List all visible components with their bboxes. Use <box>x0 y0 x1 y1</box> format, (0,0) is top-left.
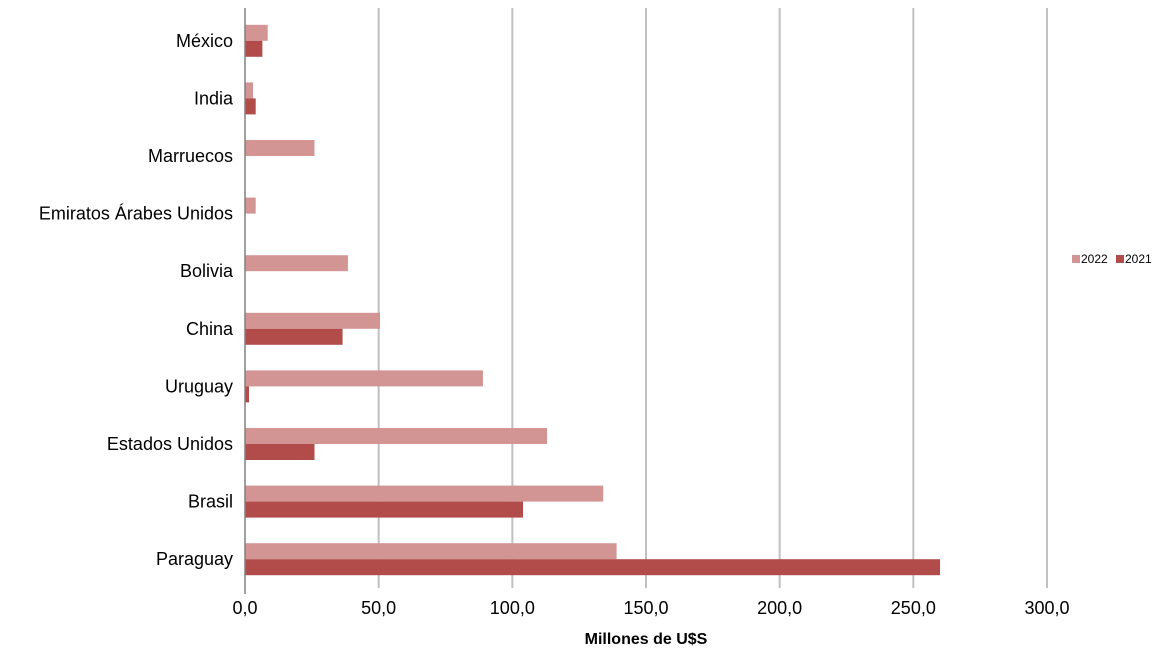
bar-2021 <box>245 559 941 576</box>
x-tick-label: 0,0 <box>232 598 257 618</box>
category-label: México <box>176 31 233 51</box>
bar-2021 <box>245 501 524 518</box>
category-label: Paraguay <box>156 549 233 569</box>
bar-2022 <box>245 24 268 41</box>
bar-2022 <box>245 82 254 99</box>
bar-2022 <box>245 370 483 387</box>
legend-swatch-2021 <box>1116 255 1124 263</box>
x-tick-label: 50,0 <box>361 598 396 618</box>
category-label: Uruguay <box>165 376 233 396</box>
x-tick-labels: 0,0 50,0 100,0 150,0 200,0 250,0 300,0 <box>232 598 1069 618</box>
bar-2022 <box>245 485 604 502</box>
category-label: Emiratos Árabes Unidos <box>39 204 233 224</box>
legend: 2022 2021 <box>1072 252 1152 266</box>
category-label: Estados Unidos <box>107 434 233 454</box>
x-axis-title: Millones de U$S <box>585 631 708 648</box>
legend-label-2022: 2022 <box>1081 252 1108 266</box>
legend-label-2021: 2021 <box>1125 252 1152 266</box>
category-label: India <box>194 88 234 108</box>
legend-swatch-2022 <box>1072 255 1080 263</box>
bar-2022 <box>245 543 617 560</box>
bar-2021 <box>245 444 315 460</box>
x-tick-label: 250,0 <box>891 598 936 618</box>
bars <box>245 24 941 576</box>
bar-2022 <box>245 312 381 329</box>
x-tick-label: 150,0 <box>623 598 668 618</box>
category-labels: México India Marruecos Emiratos Árabes Unid… <box>39 31 234 569</box>
bar-2021 <box>245 386 250 403</box>
bar-2021 <box>245 328 343 345</box>
category-label: Marruecos <box>148 146 233 166</box>
bar-2022 <box>245 255 348 272</box>
x-tick-label: 200,0 <box>757 598 802 618</box>
category-label: Brasil <box>188 492 233 512</box>
bar-2022 <box>245 197 256 214</box>
x-tick-label: 100,0 <box>490 598 535 618</box>
x-tick-label: 300,0 <box>1024 598 1069 618</box>
bar-2022 <box>245 428 548 444</box>
bar-2021 <box>245 40 263 57</box>
category-label: Bolivia <box>180 261 234 281</box>
category-label: China <box>186 319 234 339</box>
bar-2022 <box>245 140 315 156</box>
bar-2021 <box>245 98 256 115</box>
